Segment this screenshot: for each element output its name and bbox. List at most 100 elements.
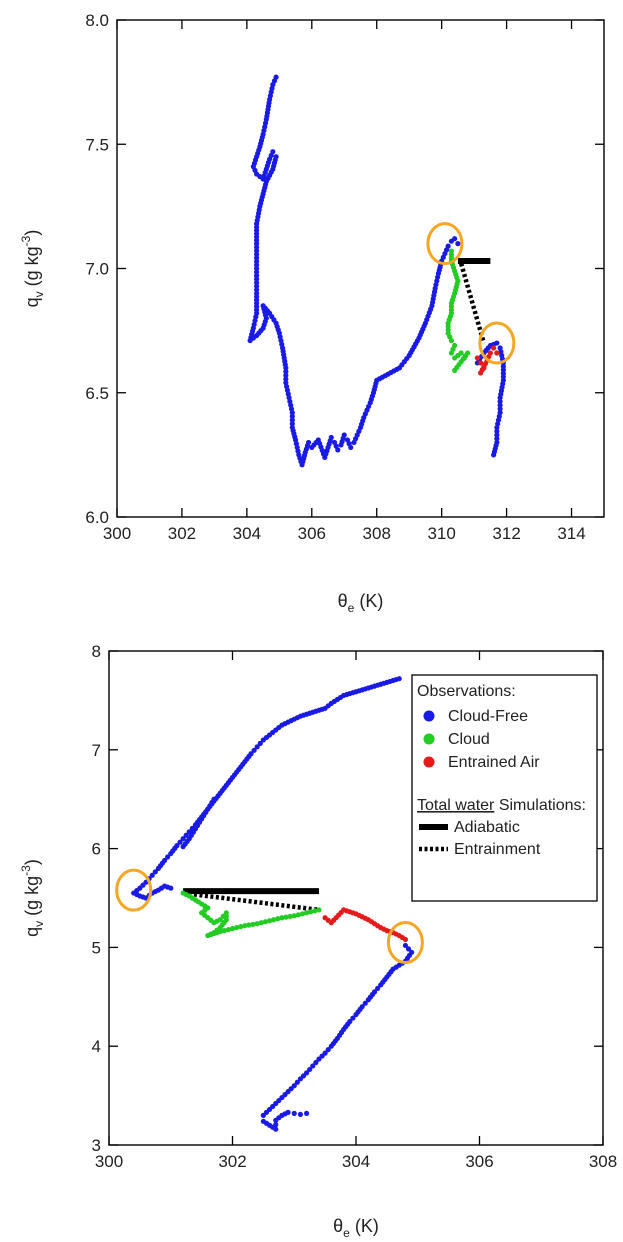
y-tick-label: 8	[92, 642, 101, 661]
series-cloud	[180, 890, 322, 939]
data-point	[455, 241, 461, 247]
y-axis-label-main: q	[22, 297, 42, 307]
data-point	[211, 796, 217, 802]
y-axis-label-sub: v	[32, 291, 46, 297]
y-tick-label: 6.0	[85, 508, 109, 527]
data-point	[260, 1112, 266, 1118]
data-point	[283, 369, 289, 375]
data-point	[275, 916, 281, 922]
data-point	[304, 910, 310, 916]
y-axis-label-unit: (g kg	[22, 246, 42, 291]
x-axis-label-main: θ	[333, 1216, 343, 1236]
data-point	[168, 850, 174, 857]
data-point	[217, 928, 223, 935]
y-axis-label-exp: -3	[19, 865, 33, 876]
data-point	[402, 942, 408, 949]
data-point	[497, 406, 503, 412]
x-axis-label-unit: (K)	[354, 591, 383, 611]
highlight-circle	[426, 222, 464, 266]
data-point	[271, 917, 277, 923]
x-tick-label: 306	[465, 1152, 493, 1171]
data-point	[149, 872, 155, 878]
entrainment-line	[182, 890, 320, 913]
data-point	[491, 452, 497, 458]
data-point	[348, 444, 354, 451]
data-point	[308, 909, 314, 915]
legend: Observations: Cloud-Free Cloud Entrained Ai…	[411, 674, 598, 902]
data-point	[325, 1047, 331, 1053]
data-point	[402, 936, 408, 943]
y-tick-label: 3	[92, 1136, 101, 1155]
data-point	[458, 350, 464, 356]
data-point	[283, 372, 289, 378]
data-point	[313, 1059, 319, 1066]
y-tick-label: 7.5	[85, 135, 109, 154]
data-point	[294, 1079, 300, 1085]
legend-marker-cloud	[423, 733, 435, 745]
data-point	[283, 914, 289, 920]
x-axis-label-unit: (K)	[350, 1216, 379, 1236]
x-tick-label: 308	[589, 1152, 617, 1171]
x-tick-label: 310	[427, 524, 455, 543]
data-point	[335, 447, 341, 453]
data-point	[497, 395, 503, 401]
data-point	[299, 911, 306, 917]
data-point	[305, 439, 312, 446]
data-point	[168, 885, 174, 891]
data-point	[452, 236, 458, 242]
data-point	[254, 744, 260, 750]
legend-marker-cloud-free	[423, 710, 435, 722]
data-point	[266, 918, 273, 924]
data-point	[445, 243, 451, 249]
data-point	[405, 946, 412, 952]
data-point	[155, 865, 161, 871]
y-axis-label-main: q	[22, 927, 42, 937]
y-axis-label-exp: -3	[19, 235, 33, 246]
data-point	[350, 1015, 356, 1021]
legend-marker-entrained	[423, 756, 435, 768]
data-point	[165, 854, 171, 860]
x-axis-label-main: θ	[338, 591, 348, 611]
data-point	[494, 340, 500, 346]
data-point	[307, 1066, 313, 1073]
data-point	[289, 421, 295, 427]
y-tick-label: 8.0	[85, 11, 109, 30]
highlight-circle	[115, 868, 153, 912]
x-tick-label: 314	[557, 524, 585, 543]
legend-label: Entrainment	[454, 841, 541, 858]
data-point	[362, 1000, 368, 1006]
data-point	[273, 1122, 279, 1128]
data-point	[491, 345, 497, 351]
data-point	[312, 908, 318, 914]
data-point	[260, 737, 266, 743]
data-point	[251, 747, 257, 753]
x-axis-label: θe (K)	[333, 1216, 379, 1240]
data-point	[258, 920, 264, 926]
data-point	[448, 337, 455, 344]
x-tick-label: 304	[342, 1152, 370, 1171]
y-axis-label: qv (g kg-3)	[19, 859, 46, 937]
data-point	[497, 398, 503, 405]
data-point	[297, 1111, 304, 1117]
data-point	[183, 832, 189, 838]
data-point	[283, 365, 289, 371]
data-point	[328, 434, 334, 441]
data-point	[291, 1110, 297, 1116]
data-point	[341, 432, 347, 438]
x-tick-label: 304	[233, 524, 261, 543]
data-point	[246, 922, 252, 928]
data-point	[152, 869, 158, 875]
x-tick-label: 300	[95, 1152, 123, 1171]
data-point	[287, 913, 293, 920]
data-point	[262, 919, 269, 925]
data-point	[497, 402, 503, 408]
top-chart: 300 302 304 306 308 310 312 314 6.0 6.5 7.0 7.5 8.0 θ…	[19, 11, 605, 615]
x-axis-label-sub: e	[348, 601, 355, 615]
data-point	[289, 410, 295, 416]
data-point	[234, 925, 240, 931]
data-point	[285, 1109, 291, 1115]
data-point	[254, 921, 260, 927]
y-tick-label: 6.5	[85, 384, 109, 403]
data-point	[494, 432, 500, 438]
